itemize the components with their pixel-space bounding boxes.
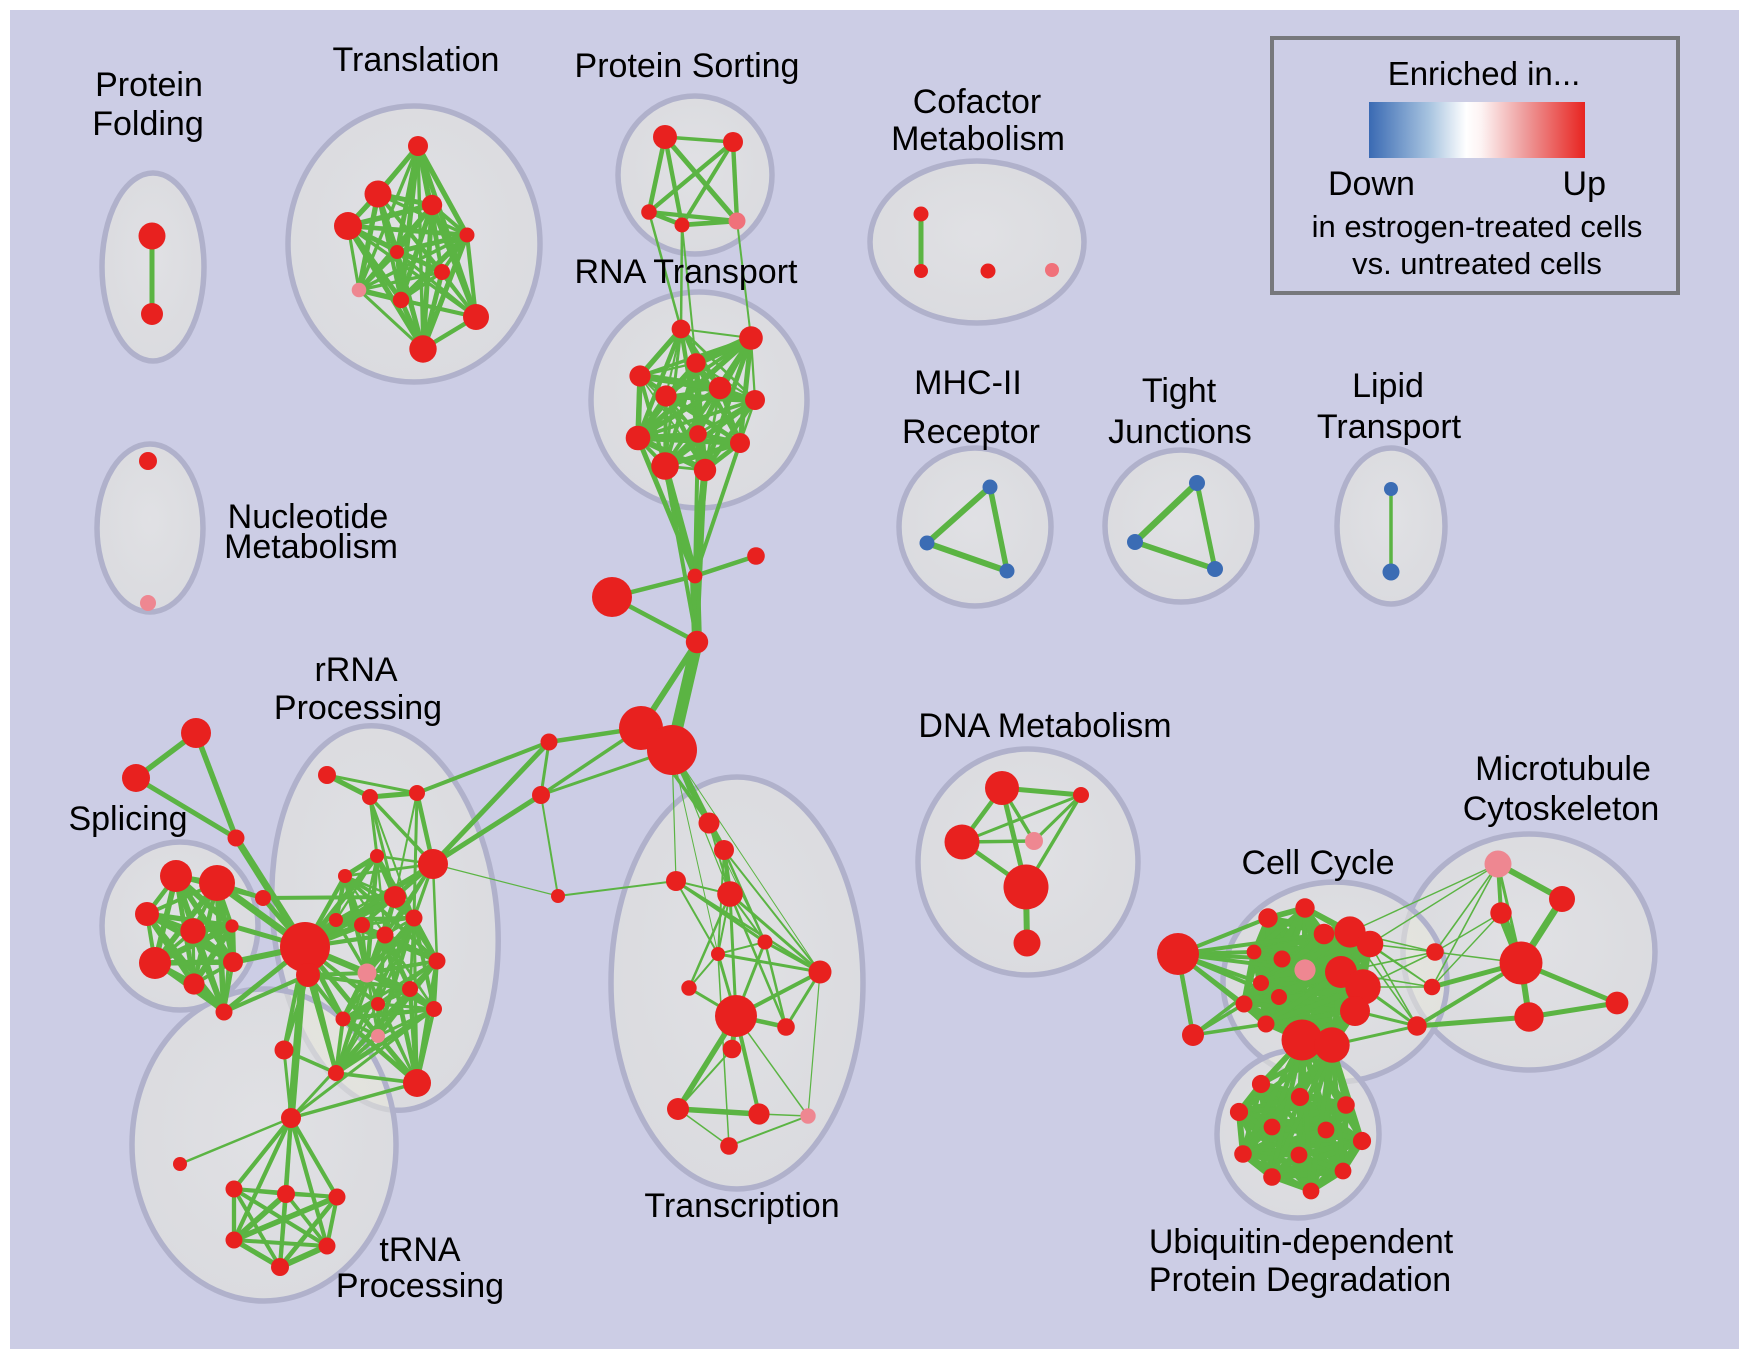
svg-text:Receptor: Receptor <box>902 413 1040 451</box>
svg-text:Folding: Folding <box>92 105 204 143</box>
svg-text:Translation: Translation <box>333 41 500 79</box>
svg-text:tRNA: tRNA <box>379 1231 461 1269</box>
svg-text:Enriched in...: Enriched in... <box>1388 55 1581 92</box>
svg-text:RNA Transport: RNA Transport <box>575 253 799 291</box>
svg-text:Junctions: Junctions <box>1108 413 1252 451</box>
svg-text:Microtubule: Microtubule <box>1475 750 1651 788</box>
svg-text:in estrogen-treated cells: in estrogen-treated cells <box>1312 209 1643 244</box>
svg-text:Transcription: Transcription <box>644 1187 839 1225</box>
svg-text:Protein Degradation: Protein Degradation <box>1149 1261 1451 1299</box>
svg-text:Cell Cycle: Cell Cycle <box>1241 844 1394 882</box>
svg-text:MHC-II: MHC-II <box>914 364 1022 402</box>
svg-text:rRNA: rRNA <box>314 651 397 689</box>
svg-text:Metabolism: Metabolism <box>891 120 1065 158</box>
svg-text:Transport: Transport <box>1317 408 1462 446</box>
svg-text:Protein Sorting: Protein Sorting <box>575 47 800 85</box>
svg-text:Tight: Tight <box>1142 372 1217 410</box>
svg-text:Cytoskeleton: Cytoskeleton <box>1463 790 1660 828</box>
svg-text:Ubiquitin-dependent: Ubiquitin-dependent <box>1149 1223 1454 1261</box>
svg-text:Up: Up <box>1563 165 1606 203</box>
svg-text:Cofactor: Cofactor <box>913 83 1042 121</box>
svg-text:Processing: Processing <box>336 1267 504 1305</box>
svg-text:Protein: Protein <box>95 66 203 104</box>
svg-text:Processing: Processing <box>274 689 442 727</box>
svg-text:vs. untreated cells: vs. untreated cells <box>1352 246 1602 281</box>
svg-text:Nucleotide: Nucleotide <box>228 498 389 536</box>
svg-text:DNA Metabolism: DNA Metabolism <box>918 707 1171 745</box>
svg-text:Down: Down <box>1328 165 1415 203</box>
svg-text:Lipid: Lipid <box>1352 367 1424 405</box>
svg-text:Metabolism: Metabolism <box>224 528 398 566</box>
svg-text:Splicing: Splicing <box>68 800 187 838</box>
